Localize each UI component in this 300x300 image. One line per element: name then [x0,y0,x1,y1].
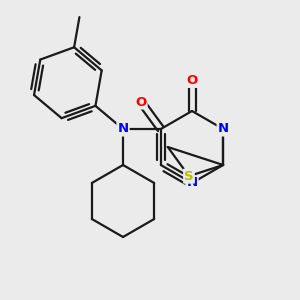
Text: N: N [186,176,198,190]
Text: O: O [135,95,147,109]
Text: S: S [184,169,194,183]
Text: N: N [118,122,129,136]
Text: N: N [218,122,229,136]
Text: O: O [186,74,198,87]
